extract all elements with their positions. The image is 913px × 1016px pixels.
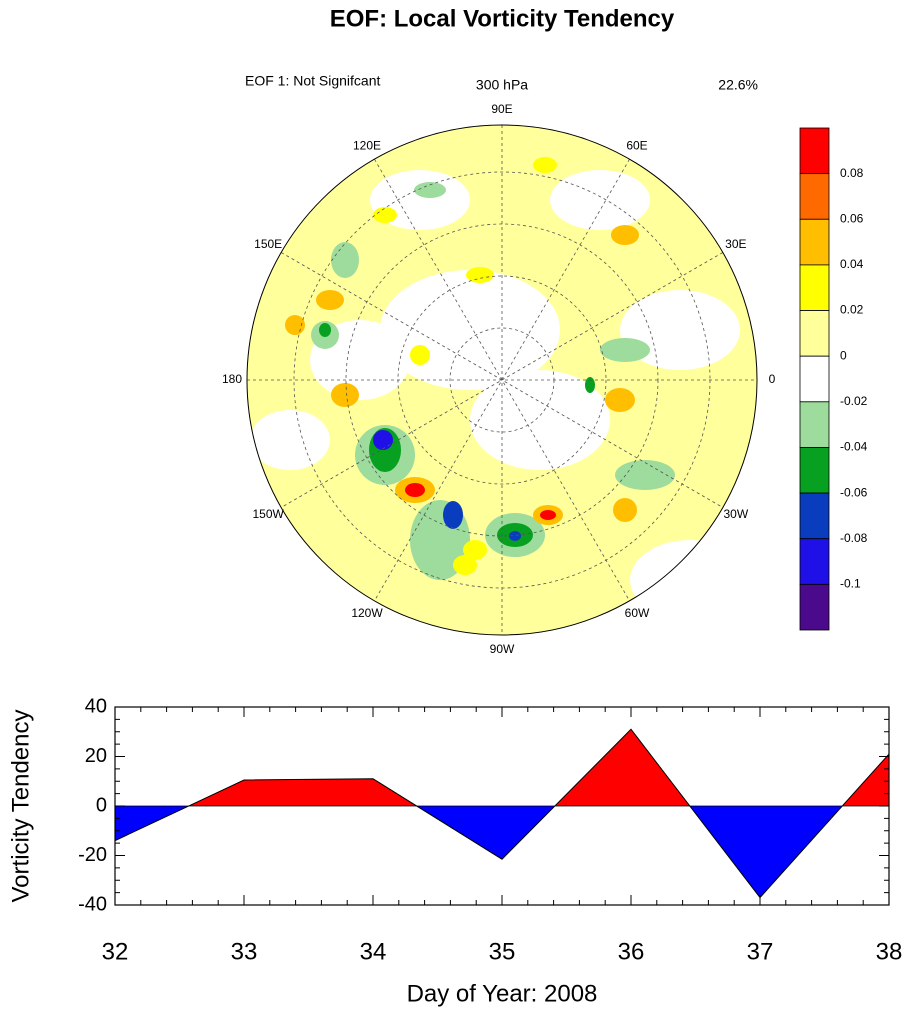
time-series: -40 -20 0 20 40 32 33 34 35 36 37 38 Day of Year: 20… [7, 695, 902, 1007]
area-above [115, 729, 889, 806]
longitude-label: 150E [254, 237, 282, 251]
title: EOF: Local Vorticity Tendency [330, 5, 675, 32]
colorbar-box [799, 127, 830, 175]
y-axis-label: Vorticity Tendency [7, 710, 34, 903]
x-tick-label: 37 [747, 938, 774, 965]
colorbar: 0.08 0.06 0.04 0.02 0 -0.02 -0.04 -0.06 -0.08 -0.… [799, 127, 868, 631]
y-tick-label: 0 [96, 794, 107, 816]
longitude-label: 30E [725, 237, 746, 251]
longitude-label: 90W [490, 642, 515, 656]
area-below [115, 806, 889, 898]
longitude-label: 0 [769, 372, 776, 386]
map-left-string: EOF 1: Not Signifcant [245, 73, 381, 89]
x-tick-label: 33 [231, 938, 258, 965]
longitude-label: 30W [723, 507, 748, 521]
colorbar-box [799, 173, 830, 220]
y-tick-label: 40 [85, 695, 107, 717]
colorbar-box [799, 492, 830, 540]
y-tick-label: 20 [85, 745, 107, 767]
colorbar-label: 0.02 [840, 303, 864, 317]
colorbar-box [799, 583, 830, 631]
longitude-label: 60E [626, 138, 647, 152]
y-tick-label: -40 [78, 893, 107, 915]
map-grid [247, 125, 757, 635]
colorbar-box [799, 401, 830, 448]
y-tick-label: -20 [78, 844, 107, 866]
colorbar-label: 0 [840, 348, 847, 362]
longitude-label: 90E [491, 102, 512, 116]
longitude-label: 150W [252, 507, 284, 521]
colorbar-label: 0.06 [840, 211, 864, 225]
colorbar-box [799, 355, 830, 403]
colorbar-box [799, 538, 830, 585]
colorbar-label: -0.02 [840, 394, 868, 408]
colorbar-box [799, 447, 830, 494]
longitude-label: 180 [222, 372, 242, 386]
x-axis-label: Day of Year: 2008 [407, 980, 598, 1007]
longitude-label: 60W [625, 606, 650, 620]
colorbar-label: -0.06 [840, 485, 868, 499]
colorbar-label: 0.04 [840, 257, 864, 271]
x-tick-label: 32 [102, 938, 129, 965]
x-tick-label: 35 [489, 938, 516, 965]
longitude-label: 120W [351, 606, 383, 620]
x-tick-label: 34 [360, 938, 387, 965]
colorbar-box [799, 310, 830, 357]
map-center-string: 300 hPa [476, 77, 528, 93]
colorbar-box [799, 218, 830, 266]
longitude-labels: 90E 60E 30E 0 30W 60W 90W 120W 150W 180 150E 120E [222, 102, 776, 656]
colorbar-box [799, 264, 830, 311]
colorbar-label: -0.04 [840, 440, 868, 454]
map-right-string: 22.6% [718, 77, 758, 93]
map-border [246, 124, 758, 636]
colorbar-label: 0.08 [840, 166, 864, 180]
colorbar-label: -0.1 [840, 577, 861, 591]
x-tick-label: 36 [618, 938, 645, 965]
x-tick-label: 38 [876, 938, 903, 965]
longitude-label: 120E [353, 138, 381, 152]
colorbar-label: -0.08 [840, 531, 868, 545]
